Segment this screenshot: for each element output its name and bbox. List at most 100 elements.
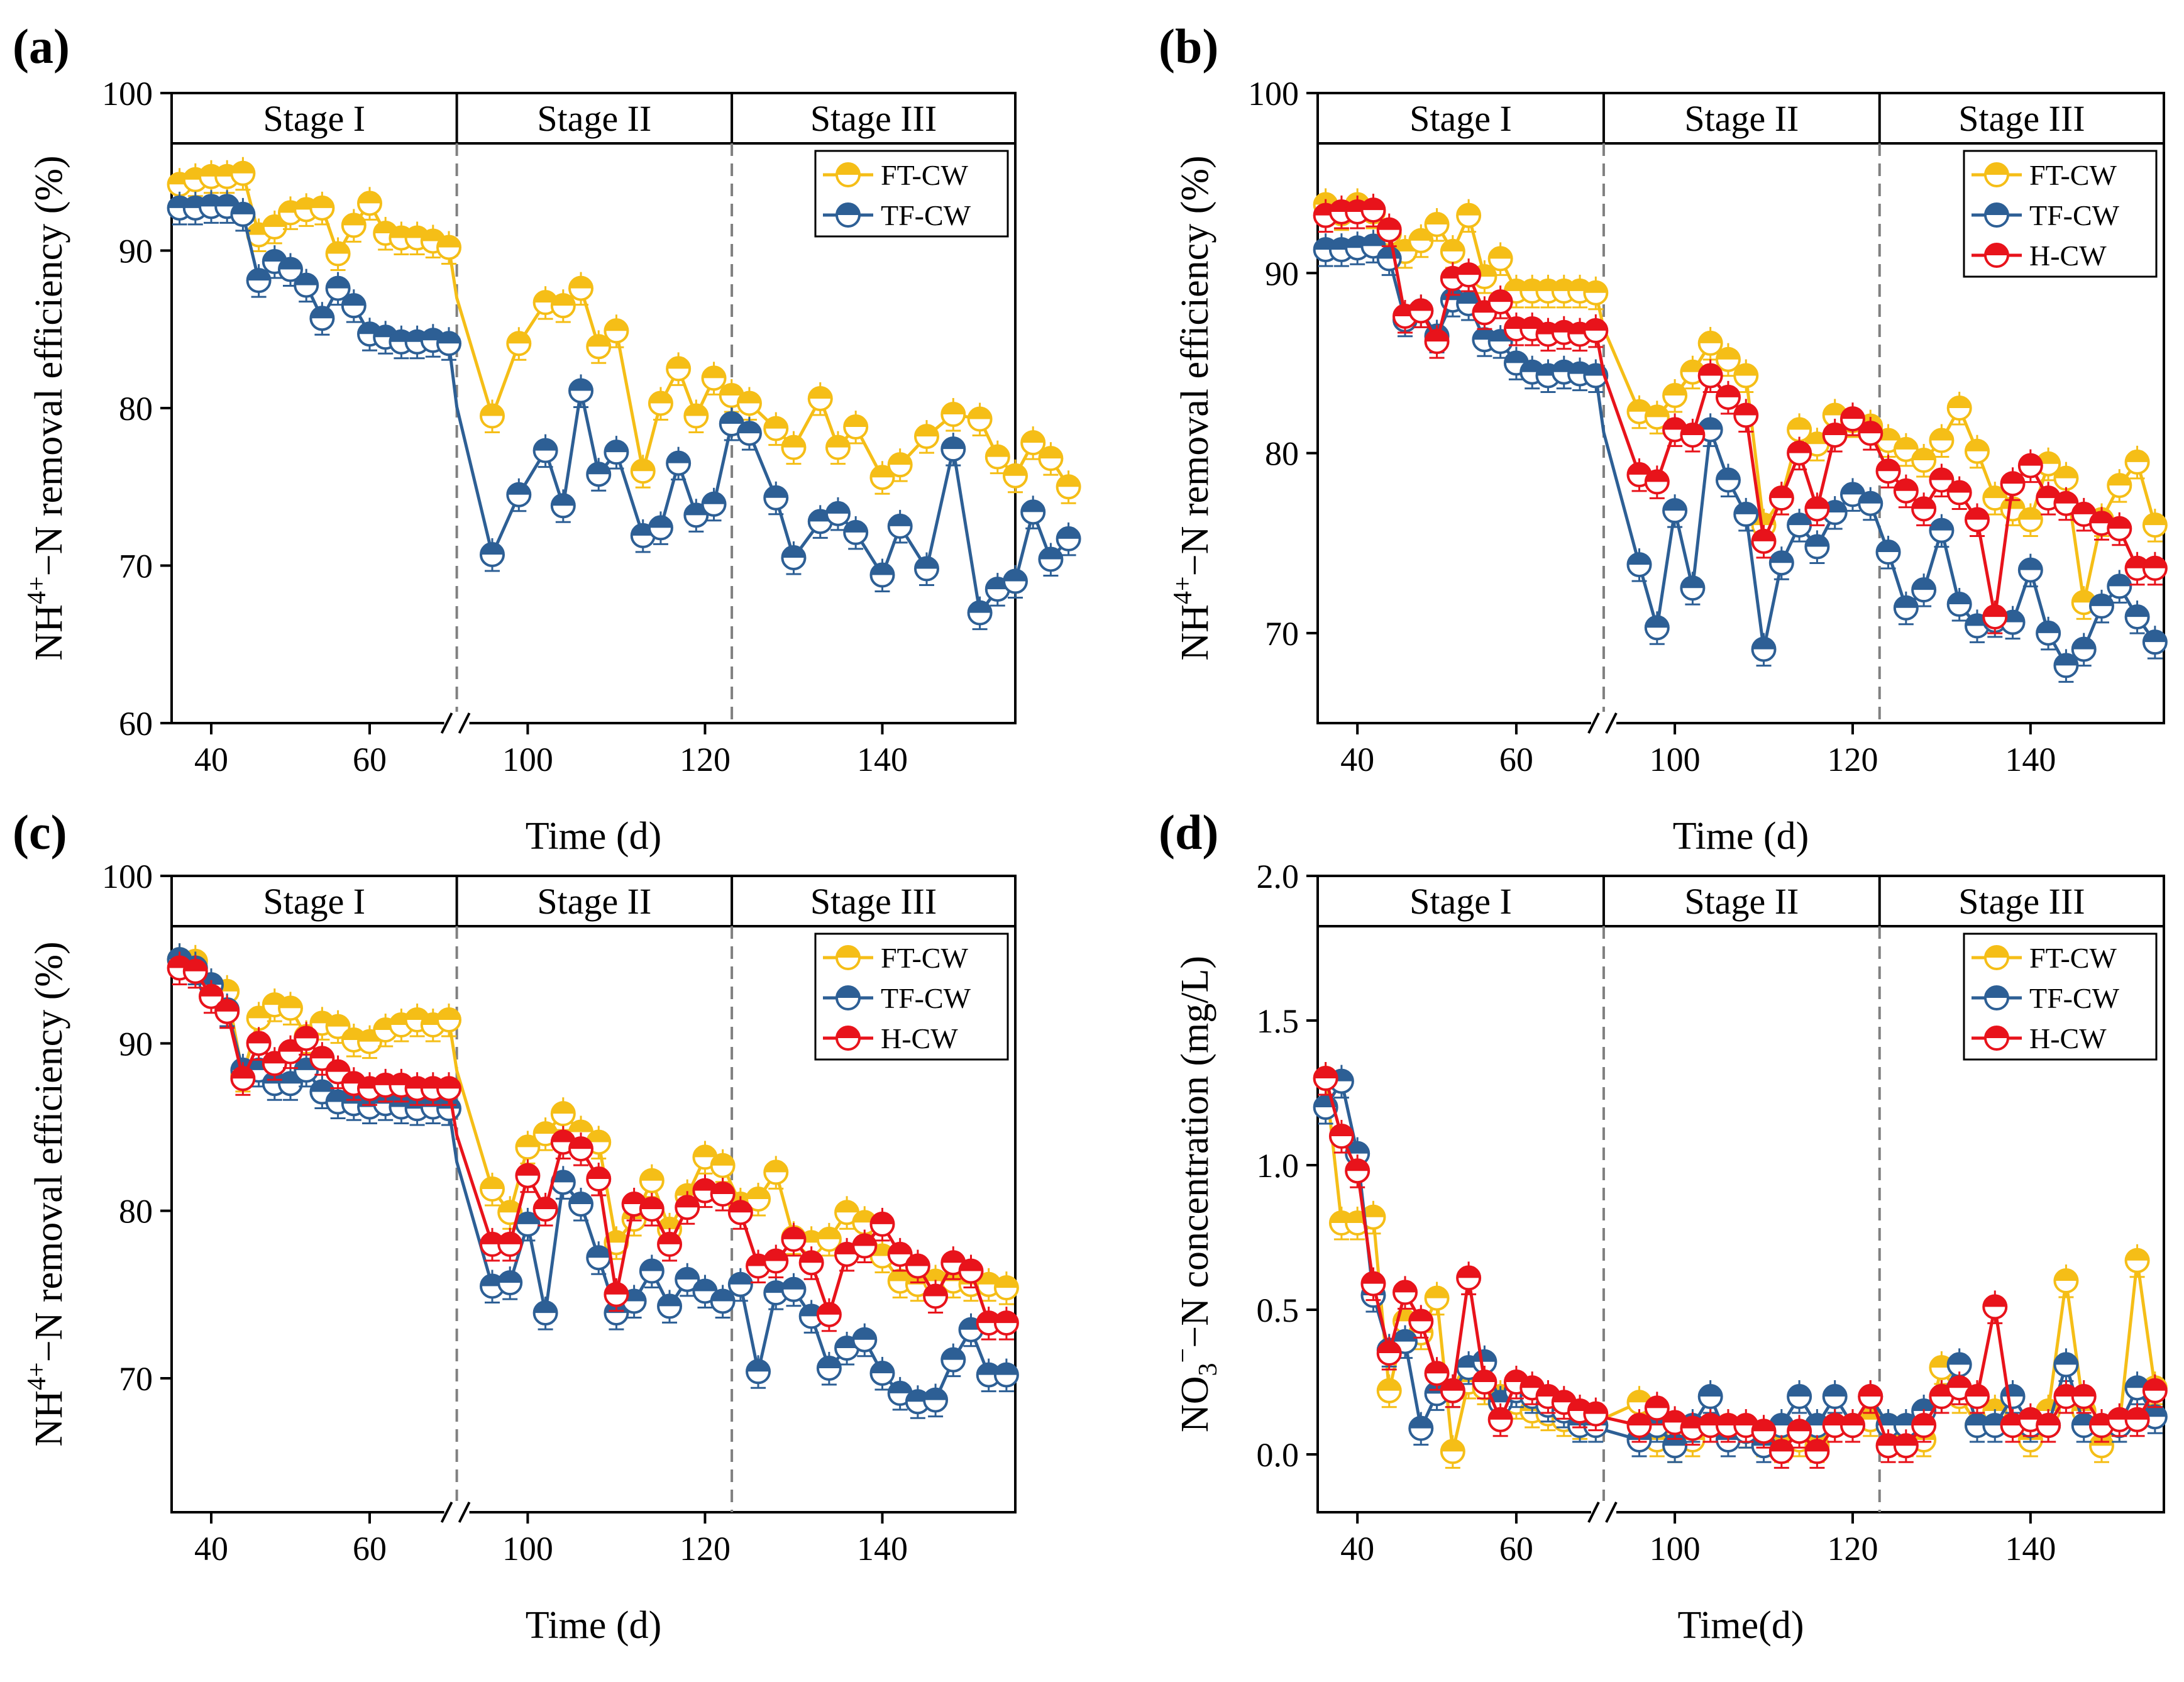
data-point-tf: [515, 1207, 541, 1242]
data-point-ft: [887, 448, 913, 482]
y-tick-label: 90: [1265, 255, 1299, 292]
legend-label: TF-CW: [881, 199, 971, 231]
data-point-tf: [639, 1254, 665, 1289]
data-point-ft: [1424, 207, 1450, 242]
data-point-h: [1839, 1409, 1865, 1443]
data-point-h: [2053, 487, 2079, 521]
stage-label: Stage II: [1684, 98, 1799, 139]
data-point-tf: [1680, 572, 1706, 606]
series-h: [167, 951, 1019, 1341]
data-point-ft: [807, 382, 833, 416]
data-point-ft: [1929, 424, 1955, 458]
data-point-h: [1680, 418, 1706, 453]
data-point-h: [1858, 417, 1883, 451]
data-point-tf: [2107, 570, 2132, 604]
legend: FT-CW TF-CW H-CW: [1963, 150, 2158, 278]
data-point-ft: [550, 1097, 576, 1131]
data-point-h: [1393, 1276, 1418, 1310]
stage-label: Stage III: [810, 98, 937, 139]
stage-label: Stage I: [263, 98, 365, 139]
data-point-h: [657, 1227, 683, 1262]
data-point-ft: [710, 1149, 736, 1183]
data-point-h: [1472, 1366, 1497, 1400]
x-tick-label: 120: [1827, 1530, 1878, 1568]
y-tick-label: 90: [119, 1025, 153, 1063]
legend-item-h: H-CW: [823, 1022, 958, 1054]
stage-label: Stage I: [1409, 98, 1512, 139]
x-tick-label: 120: [680, 741, 731, 778]
data-point-ft: [341, 209, 367, 243]
data-point-tf: [1003, 565, 1028, 599]
data-point-h: [604, 1278, 629, 1312]
x-tick-label: 60: [353, 741, 387, 778]
data-point-ft: [2124, 1244, 2150, 1278]
data-point-h: [798, 1246, 824, 1280]
data-point-ft: [568, 272, 594, 306]
data-point-ft: [630, 455, 656, 489]
data-point-ft: [480, 1173, 505, 1207]
data-point-h: [1804, 1435, 1830, 1469]
data-point-tf: [719, 407, 744, 441]
data-point-ft: [2142, 509, 2168, 543]
y-axis-label: NH4+−N removal efficiency (%): [23, 941, 70, 1446]
data-point-tf: [1787, 1380, 1812, 1414]
legend-label: FT-CW: [881, 942, 968, 974]
data-point-h: [1768, 1435, 1794, 1469]
data-point-ft: [1020, 426, 1046, 460]
y-axis-label: NO3−−N concentration (mg/L): [1169, 956, 1223, 1432]
axis-break: [1587, 1501, 1618, 1524]
y-tick-label: 0.0: [1257, 1436, 1299, 1474]
x-tick-label: 120: [1827, 741, 1878, 778]
data-point-tf: [852, 1323, 878, 1358]
data-point-h: [2071, 497, 2097, 532]
data-point-h: [1787, 436, 1812, 471]
x-tick-label: 100: [1650, 1530, 1701, 1568]
data-point-h: [1715, 380, 1741, 415]
data-point-tf: [683, 499, 709, 533]
data-point-h: [532, 1192, 558, 1227]
data-point-h: [2036, 1409, 2061, 1443]
data-point-h: [230, 1062, 256, 1096]
series-line-tf: [179, 204, 1070, 617]
data-point-tf: [666, 446, 692, 481]
data-point-tf: [2071, 633, 2097, 667]
data-point-ft: [763, 412, 789, 446]
data-point-tf: [604, 436, 629, 470]
panel-letter: (d): [1159, 805, 1218, 860]
data-point-tf: [1408, 1412, 1434, 1446]
data-point-tf: [1911, 573, 1937, 607]
data-point-tf: [1733, 497, 1759, 532]
data-point-tf: [341, 289, 367, 323]
x-tick-label: 40: [1340, 741, 1374, 778]
data-point-ft: [1003, 459, 1028, 494]
data-point-ft: [325, 237, 351, 272]
data-point-h: [905, 1249, 930, 1284]
legend-label: FT-CW: [2029, 159, 2117, 191]
y-tick-label: 2.0: [1257, 858, 1299, 895]
data-point-tf: [436, 327, 461, 361]
data-point-ft: [1893, 433, 1919, 467]
series-ft: [1313, 1062, 2168, 1469]
x-axis-label: Time (d): [526, 1604, 661, 1647]
data-point-ft: [1662, 379, 1688, 413]
data-point-h: [763, 1244, 789, 1279]
legend-label: H-CW: [881, 1022, 958, 1054]
data-point-tf: [373, 321, 399, 355]
y-tick-label: 100: [1248, 75, 1299, 113]
data-point-h: [2124, 551, 2150, 586]
data-point-tf: [1858, 487, 1883, 521]
legend-label: FT-CW: [881, 159, 968, 191]
data-point-tf: [277, 1067, 303, 1101]
data-point-h: [1376, 213, 1402, 248]
data-point-tf: [1875, 536, 1901, 570]
data-point-h: [1964, 503, 1990, 537]
data-point-ft: [869, 461, 895, 495]
y-tick-label: 100: [102, 75, 153, 113]
data-point-tf: [1787, 509, 1812, 543]
data-point-ft: [2053, 462, 2079, 496]
data-point-h: [1644, 465, 1670, 499]
data-point-ft: [1644, 401, 1670, 434]
plot-frame: [1316, 875, 2165, 1513]
data-point-h: [1751, 1415, 1777, 1449]
legend-label: TF-CW: [881, 982, 971, 1014]
